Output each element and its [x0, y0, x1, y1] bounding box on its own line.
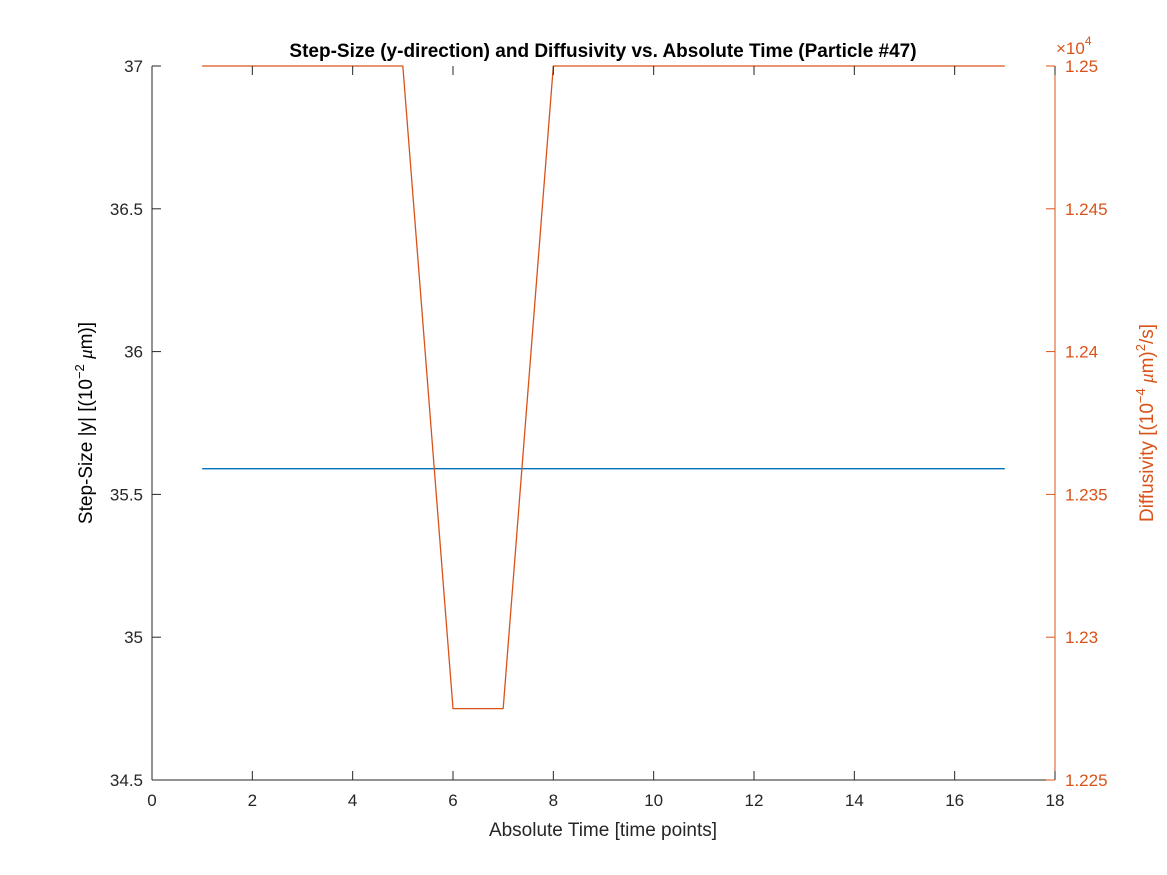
x-tick-label: 8	[549, 791, 558, 810]
x-tick-label: 16	[945, 791, 964, 810]
x-tick-label: 6	[448, 791, 457, 810]
x-tick-label: 10	[644, 791, 663, 810]
x-tick-label: 2	[248, 791, 257, 810]
y-right-label-mu: μ	[1137, 373, 1158, 384]
y-left-tick-label: 36	[124, 343, 143, 362]
x-tick-label: 4	[348, 791, 357, 810]
y-right-axis-label: Diffusivity [(10−4 μm)2/s]	[1133, 324, 1158, 522]
right-axis-exponent: ×104	[1056, 34, 1092, 58]
series-layer	[202, 65, 1005, 710]
chart-title: Step-Size (y-direction) and Diffusivity …	[289, 41, 916, 62]
y-left-label-mu: μ	[76, 349, 97, 360]
y-right-label-part: Diffusivity [(10	[1137, 403, 1158, 522]
y-right-label-sup2: 2	[1133, 344, 1148, 351]
x-tick-label: 12	[745, 791, 764, 810]
y-right-tick-label: 1.245	[1065, 200, 1108, 219]
plot-background	[152, 66, 1055, 780]
y-right-tick-label: 1.24	[1065, 343, 1098, 362]
y-right-ticks: 1.225 1.23 1.235 1.24 1.245 1.25	[1046, 57, 1108, 790]
y-left-tick-label: 36.5	[110, 200, 143, 219]
y-right-tick-label: 1.225	[1065, 771, 1108, 790]
y-right-label-unit: m)	[1137, 351, 1158, 373]
y-right-tick-label: 1.235	[1065, 485, 1108, 504]
y-right-label-sup: −4	[1133, 388, 1148, 403]
x-tick-label: 18	[1046, 791, 1065, 810]
y-left-axis-label: Step-Size |y| [(10−2 μm)]	[72, 322, 97, 524]
y-left-tick-label: 34.5	[110, 771, 143, 790]
y-left-label-part: Step-Size |y| [(10	[76, 379, 97, 524]
y-left-tick-label: 37	[124, 57, 143, 76]
y-right-tick-label: 1.23	[1065, 628, 1098, 647]
x-tick-label: 14	[845, 791, 864, 810]
y-right-tick-label: 1.25	[1065, 57, 1098, 76]
x-tick-label: 0	[147, 791, 156, 810]
x-axis-label: Absolute Time [time points]	[489, 820, 717, 841]
y-left-label-sup: −2	[72, 364, 87, 379]
axes-box	[151, 66, 1056, 781]
y-right-label-tail: /s]	[1137, 324, 1158, 344]
x-ticks: 0 2 4 6 8 10 12 14 16 18	[147, 66, 1064, 810]
y-left-tick-label: 35.5	[110, 485, 143, 504]
y-left-tick-label: 35	[124, 628, 143, 647]
exponent-power: 4	[1085, 34, 1092, 48]
exponent-prefix: ×10	[1056, 39, 1085, 58]
y-left-ticks: 34.5 35 35.5 36 36.5 37	[110, 57, 161, 790]
y-left-label-unit: m)]	[76, 322, 97, 349]
series-line-right	[202, 65, 1005, 710]
